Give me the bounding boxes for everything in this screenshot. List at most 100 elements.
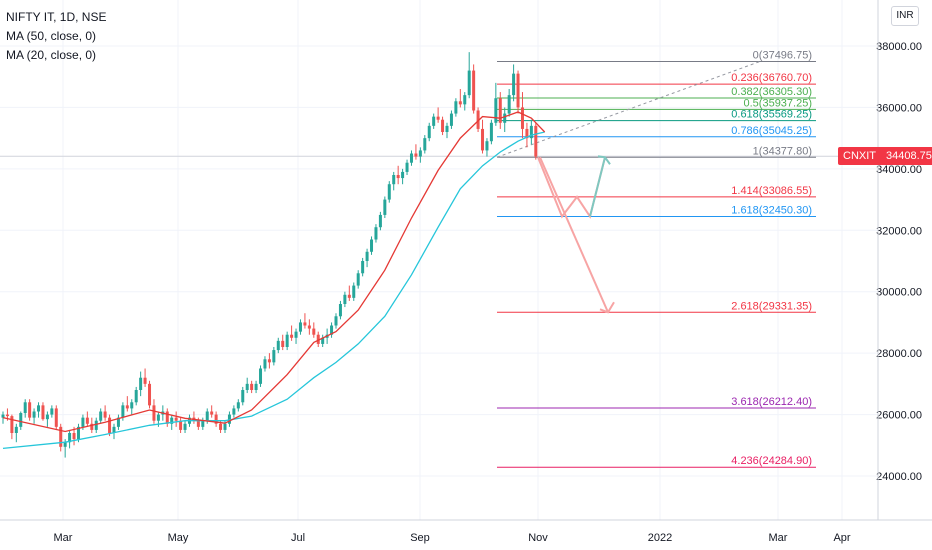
candle-body	[307, 325, 311, 329]
x-tick-label: Mar	[54, 532, 73, 544]
candle-body	[503, 113, 507, 123]
candle-body	[356, 273, 360, 286]
candle-body	[534, 125, 538, 157]
x-tick-label: Jul	[291, 532, 305, 544]
price-axis[interactable]: 38000.00 36000.00 34000.00 32000.00 30000.00…	[876, 0, 922, 520]
candle-body	[463, 95, 467, 105]
candle-body	[19, 413, 23, 427]
candle-body	[134, 390, 138, 403]
fib-trend-line	[496, 60, 761, 158]
candle-body	[214, 414, 218, 424]
candle-body	[148, 383, 152, 406]
candle-body	[512, 73, 516, 96]
moving-averages	[2, 111, 546, 450]
candle-body	[50, 408, 54, 415]
candle-body	[10, 416, 14, 433]
fib-level-label: 0(37496.75)	[753, 49, 812, 61]
down-arrow-head	[599, 301, 615, 314]
time-axis[interactable]: Mar May Jul Sep Nov 2022 Mar Apr	[0, 519, 932, 544]
candlestick-series	[1, 52, 538, 458]
candle-body	[232, 408, 236, 415]
candle-body	[441, 119, 445, 132]
candle-body	[72, 433, 76, 440]
candle-body	[103, 411, 107, 418]
chart-grid	[0, 0, 878, 520]
candle-body	[472, 70, 476, 111]
candle-body	[236, 402, 240, 409]
candle-body	[498, 98, 502, 123]
candle-body	[250, 383, 254, 390]
candle-body	[321, 337, 325, 344]
x-tick-label: May	[168, 532, 189, 544]
up-arrow-head	[597, 155, 611, 165]
candle-body	[165, 411, 169, 424]
fib-level-label: 0.236(36760.70)	[731, 72, 812, 84]
y-tick-label: 36000.00	[876, 102, 922, 114]
candle-body	[210, 411, 214, 415]
candle-body	[303, 322, 307, 326]
candle-body	[241, 390, 245, 403]
symbol-title[interactable]: NIFTY IT, 1D, NSE	[6, 10, 107, 24]
candle-body	[481, 128, 485, 151]
candle-body	[370, 239, 374, 252]
y-tick-label: 32000.00	[876, 225, 922, 237]
candle-body	[223, 423, 227, 430]
candle-body	[494, 98, 498, 123]
projection-arrows[interactable]	[537, 155, 615, 314]
candle-body	[525, 128, 529, 139]
candle-body	[94, 420, 98, 430]
candle-body	[130, 402, 134, 409]
candle-body	[259, 368, 263, 384]
candle-body	[485, 141, 489, 151]
price-tag-value: 34408.75	[881, 147, 932, 165]
candle-body	[405, 162, 409, 172]
candle-body	[76, 426, 80, 440]
candle-body	[205, 411, 209, 421]
candle-body	[378, 214, 382, 228]
candle-body	[454, 101, 458, 114]
ma20-legend[interactable]: MA (20, close, 0)	[6, 48, 97, 62]
candle-body	[334, 316, 338, 326]
candle-body	[267, 359, 271, 363]
candle-body	[152, 405, 156, 421]
y-tick-label: 38000.00	[876, 41, 922, 53]
candle-body	[1, 414, 5, 418]
candle-body	[99, 411, 103, 421]
candle-body	[516, 73, 520, 108]
candle-body	[23, 402, 27, 414]
last-price-tag: CNXIT 34408.75	[838, 147, 932, 165]
candle-body	[143, 377, 147, 384]
candle-body	[68, 433, 72, 443]
down-arrow-line	[539, 156, 609, 313]
candle-body	[401, 171, 405, 179]
x-tick-label: 2022	[648, 532, 672, 544]
fib-level-label: 1(34377.80)	[753, 145, 812, 157]
fib-level-label: 0.5(35937.25)	[744, 97, 813, 109]
candle-body	[32, 411, 36, 418]
candle-body	[414, 153, 418, 157]
candle-body	[263, 359, 267, 369]
candle-body	[14, 426, 18, 433]
candle-body	[476, 110, 480, 129]
candle-body	[383, 199, 387, 215]
candle-body	[418, 150, 422, 157]
candle-body	[529, 125, 533, 139]
candle-body	[361, 261, 365, 274]
candle-body	[432, 116, 436, 126]
ma20-line	[2, 111, 546, 433]
fib-level-label: 0.382(36305.30)	[731, 86, 812, 98]
candle-body	[489, 122, 493, 142]
candle-body	[338, 304, 342, 317]
y-tick-label: 34000.00	[876, 164, 922, 176]
ma50-legend[interactable]: MA (50, close, 0)	[6, 29, 97, 43]
y-tick-label: 24000.00	[876, 471, 922, 483]
candle-body	[5, 414, 9, 417]
candle-body	[45, 414, 49, 420]
currency-button[interactable]: INR	[891, 6, 919, 26]
candle-body	[290, 334, 294, 338]
candle-body	[245, 383, 249, 390]
fibonacci-extension[interactable]: 0(37496.75) 0.236(36760.70) 0.382(36305.30…	[496, 49, 816, 468]
ma50-line	[2, 131, 545, 450]
candle-body	[54, 408, 58, 427]
